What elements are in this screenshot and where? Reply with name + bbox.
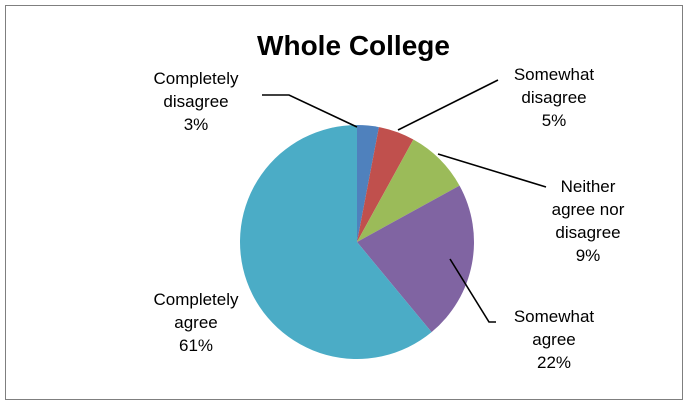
pie-slice-completely-disagree <box>357 125 379 242</box>
leader-line <box>397 79 499 131</box>
leader-line <box>262 94 358 128</box>
leader-line <box>437 153 547 188</box>
pie-slice-somewhat-agree <box>357 185 474 333</box>
data-label-somewhat-disagree: Somewhat disagree 5% <box>514 65 595 130</box>
leader-line <box>449 258 496 323</box>
data-label-completely-agree: Completely agree 61% <box>153 290 239 355</box>
data-label-completely-disagree: Completely disagree 3% <box>153 69 239 134</box>
pie-slice-neither-agree-nor-disagree <box>357 139 460 242</box>
pie-slice-somewhat-disagree <box>357 127 414 242</box>
data-label-somewhat-agree: Somewhat agree 22% <box>514 307 595 372</box>
data-label-neither-agree-nor-disagree: Neither agree nor disagree 9% <box>552 177 625 265</box>
pie-slice-completely-agree <box>240 125 432 359</box>
chart-title: Whole College <box>257 30 450 61</box>
